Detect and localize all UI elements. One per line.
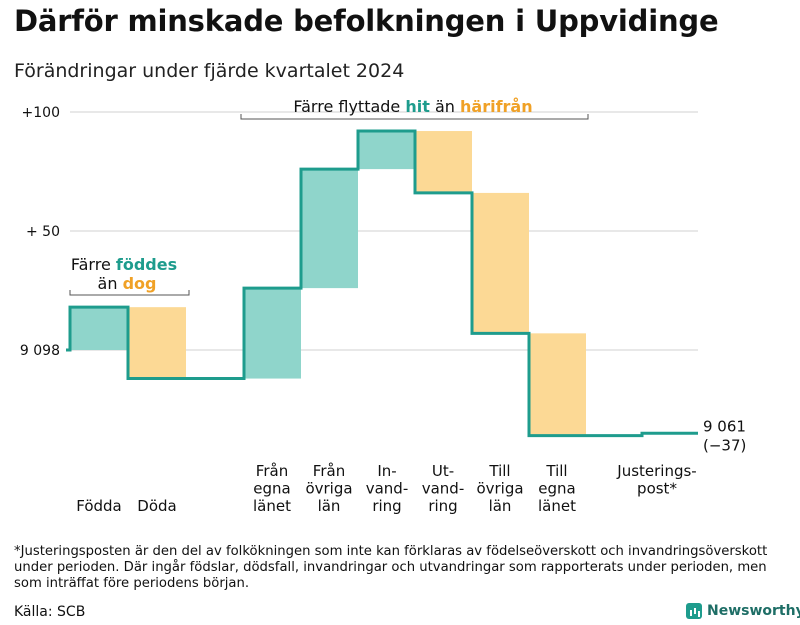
waterfall-bar [472, 192, 529, 334]
x-category-label: Till [488, 462, 510, 480]
end-value-label: 9 061 [703, 417, 746, 435]
newsworthy-logo-icon [686, 603, 702, 619]
newsworthy-logo: Newsworthy [686, 603, 800, 619]
annotation-births-line2: än dog [98, 274, 157, 293]
x-category-label: Ut- [432, 462, 454, 480]
y-tick-label: +100 [22, 105, 60, 121]
end-change-label: (−37) [703, 436, 746, 454]
x-category-label: Från [256, 462, 288, 480]
footnote: *Justeringsposten är den del av folkökni… [14, 544, 768, 591]
chart-title: Därför minskade befolkningen i Uppviding… [14, 4, 719, 38]
waterfall-bar [358, 131, 415, 170]
x-category-label: övriga [305, 480, 352, 498]
cumulative-line [66, 129, 698, 438]
x-category-label: Döda [137, 497, 176, 515]
x-category-label: övriga [476, 480, 523, 498]
source-note: Källa: SCB [14, 604, 86, 620]
x-category-label: egna [253, 480, 290, 498]
x-category-label: vand- [366, 480, 409, 498]
x-category-label: Födda [76, 497, 122, 515]
waterfall-bar [70, 307, 128, 350]
x-category-label: vand- [422, 480, 465, 498]
waterfall-bar [529, 333, 586, 436]
x-category-label: län [489, 497, 512, 515]
x-category-label: ring [428, 497, 457, 515]
x-category-label: länet [538, 497, 576, 515]
x-category-label: ring [372, 497, 401, 515]
newsworthy-logo-text: Newsworthy [707, 603, 800, 619]
x-category-label: län [318, 497, 341, 515]
annotation-bracket [69, 290, 190, 296]
waterfall-bar [128, 307, 186, 379]
x-category-label: egna [538, 480, 575, 498]
waterfall-bar [415, 131, 472, 193]
x-category-label: Till [545, 462, 567, 480]
waterfall-bar [301, 169, 358, 289]
annotation-births-line1: Färre föddes [71, 255, 177, 274]
waterfall-bar [244, 288, 301, 379]
x-category-label: In- [377, 462, 396, 480]
y-tick-label: + 50 [26, 224, 60, 240]
x-category-label: Justerings- [616, 462, 696, 480]
x-category-label: Från [313, 462, 345, 480]
annotation-bracket [240, 114, 589, 120]
x-category-label: post* [637, 480, 677, 498]
x-category-label: länet [253, 497, 291, 515]
y-tick-label: 9 098 [20, 343, 60, 359]
chart-subtitle: Förändringar under fjärde kvartalet 2024 [14, 60, 405, 82]
annotation-migration: Färre flyttade hit än härifrån [293, 97, 532, 116]
